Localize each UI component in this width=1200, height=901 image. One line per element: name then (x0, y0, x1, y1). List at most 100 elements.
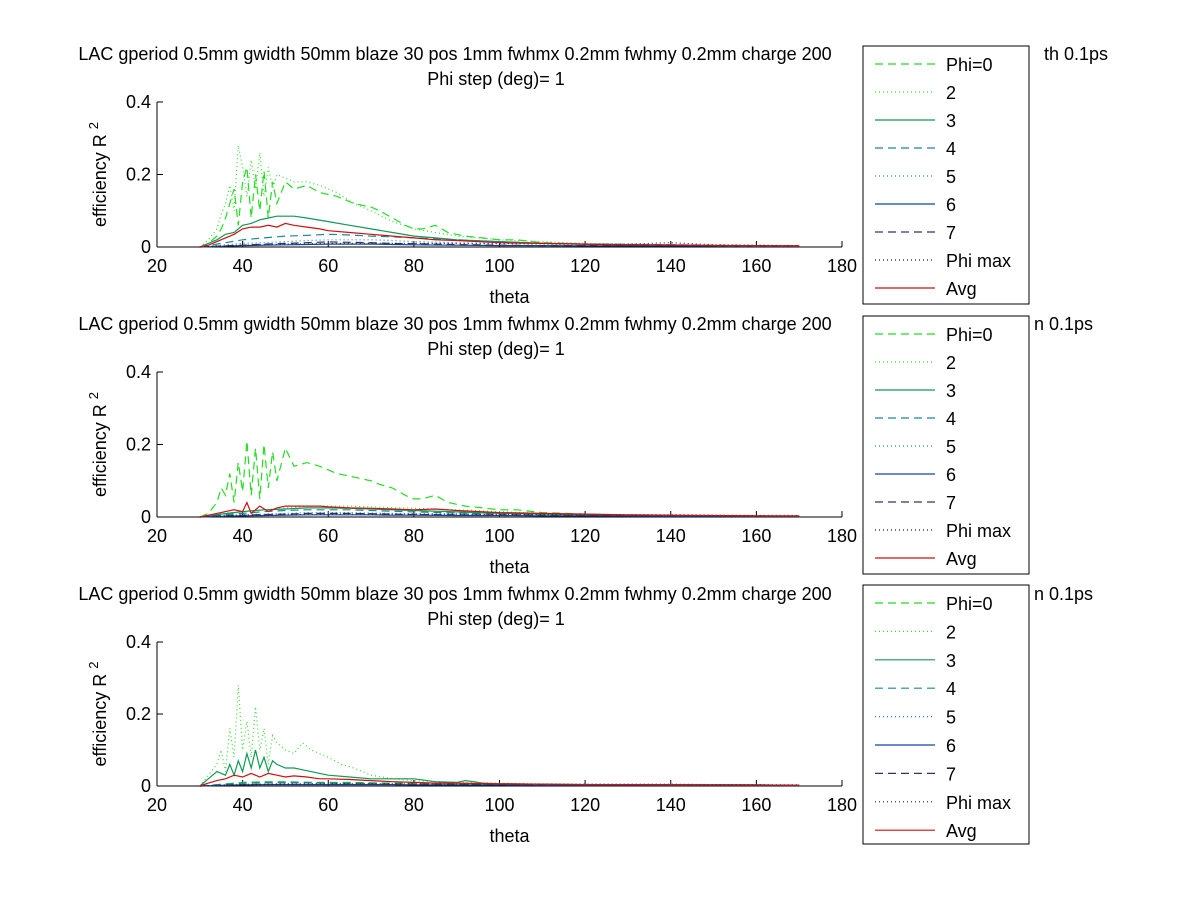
legend-label: 6 (946, 465, 956, 485)
chart-title: LAC gperiod 0.5mm gwidth 50mm blaze 30 p… (78, 44, 831, 64)
x-tick-label: 160 (741, 256, 771, 276)
chart-title: LAC gperiod 0.5mm gwidth 50mm blaze 30 p… (78, 314, 831, 334)
series-line-phi0 (199, 167, 800, 248)
legend-label: Phi=0 (946, 325, 993, 345)
y-axis-label-superscript: 2 (86, 662, 101, 669)
legend-label: 5 (946, 708, 956, 728)
y-tick-label: 0.2 (126, 435, 151, 455)
series-line-avg (199, 500, 800, 518)
legend: Phi=0 2 3 4 5 6 7 Phi max Avg (862, 315, 1030, 575)
y-axis-label-text: efficiency R (90, 129, 110, 227)
x-tick-label: 80 (404, 795, 424, 815)
legend-label: Avg (946, 279, 977, 299)
y-tick-label: 0.4 (126, 92, 151, 112)
y-axis-label-superscript: 2 (86, 122, 101, 129)
x-tick-label: 120 (570, 795, 600, 815)
chart-subtitle: Phi step (deg)= 1 (427, 339, 565, 359)
x-tick-label: 160 (741, 795, 771, 815)
x-tick-label: 40 (233, 795, 253, 815)
legend-box (862, 315, 1030, 575)
legend-label: Phi=0 (946, 594, 993, 614)
legend-box (862, 45, 1030, 305)
x-tick-label: 100 (484, 526, 514, 546)
y-axis-label-text: efficiency R (90, 669, 110, 767)
subplot-1: LAC gperiod 0.5mm gwidth 50mm blaze 30 p… (78, 44, 1108, 307)
legend-label: 7 (946, 764, 956, 784)
series-line-phi2 (199, 685, 800, 787)
y-tick-label: 0 (141, 776, 151, 796)
legend-label: 7 (946, 223, 956, 243)
x-tick-label: 100 (484, 256, 514, 276)
x-tick-label: 20 (147, 526, 167, 546)
series-line-phi0 (199, 440, 800, 518)
subplot-3: LAC gperiod 0.5mm gwidth 50mm blaze 30 p… (78, 584, 1093, 846)
legend-box (862, 584, 1030, 845)
y-axis-label: efficiency R 2 (86, 122, 110, 227)
legend-label: 2 (946, 83, 956, 103)
x-tick-label: 20 (147, 256, 167, 276)
x-tick-label: 140 (656, 526, 686, 546)
chart-subtitle: Phi step (deg)= 1 (427, 69, 565, 89)
chart-title-tail: n 0.1ps (1034, 314, 1093, 334)
x-tick-label: 120 (570, 526, 600, 546)
y-tick-label: 0 (141, 507, 151, 527)
chart-title-tail: n 0.1ps (1034, 584, 1093, 604)
legend-label: Phi max (946, 251, 1011, 271)
legend-label: 5 (946, 167, 956, 187)
legend-label: 6 (946, 195, 956, 215)
y-tick-label: 0.4 (126, 362, 151, 382)
x-tick-label: 180 (827, 256, 857, 276)
chart-subtitle: Phi step (deg)= 1 (427, 609, 565, 629)
x-axis-label: theta (489, 826, 530, 846)
series-line-avg (199, 222, 800, 248)
series-line-phi5 (199, 511, 800, 518)
legend-label: 4 (946, 409, 956, 429)
legend-label: 5 (946, 437, 956, 457)
y-axis-label-text: efficiency R (90, 399, 110, 497)
legend-label: 3 (946, 651, 956, 671)
x-tick-label: 160 (741, 526, 771, 546)
series-line-phi7 (199, 241, 800, 248)
x-tick-label: 180 (827, 526, 857, 546)
y-tick-label: 0.2 (126, 165, 151, 185)
x-tick-label: 60 (318, 256, 338, 276)
series-line-phi7 (199, 512, 800, 518)
x-tick-label: 100 (484, 795, 514, 815)
x-tick-label: 20 (147, 795, 167, 815)
series-line-phi4 (199, 509, 800, 518)
x-tick-label: 140 (656, 256, 686, 276)
legend-label: Avg (946, 549, 977, 569)
legend-label: Phi max (946, 521, 1011, 541)
series-line-phi5 (199, 239, 800, 248)
x-tick-label: 80 (404, 256, 424, 276)
legend-label: Phi=0 (946, 55, 993, 75)
y-axis-label: efficiency R 2 (86, 662, 110, 767)
y-axis-label-superscript: 2 (86, 392, 101, 399)
series-group (199, 685, 800, 787)
chart-title-tail: th 0.1ps (1044, 44, 1108, 64)
x-tick-label: 80 (404, 526, 424, 546)
series-line-phi4 (199, 233, 800, 248)
legend-label: Avg (946, 821, 977, 841)
y-tick-label: 0 (141, 237, 151, 257)
series-group (199, 440, 800, 518)
series-line-phi5 (199, 782, 800, 787)
series-line-phi7 (199, 783, 800, 787)
x-tick-label: 40 (233, 256, 253, 276)
legend-label: 4 (946, 139, 956, 159)
series-line-avg (199, 772, 800, 787)
legend-label: 6 (946, 736, 956, 756)
legend-label: 7 (946, 493, 956, 513)
chart-title: LAC gperiod 0.5mm gwidth 50mm blaze 30 p… (78, 584, 831, 604)
x-tick-label: 140 (656, 795, 686, 815)
series-line-phi4 (199, 781, 800, 787)
x-tick-label: 180 (827, 795, 857, 815)
x-axis-label: theta (489, 557, 530, 577)
x-tick-label: 120 (570, 256, 600, 276)
legend-label: 2 (946, 353, 956, 373)
legend-label: Phi max (946, 793, 1011, 813)
subplot-2: LAC gperiod 0.5mm gwidth 50mm blaze 30 p… (78, 314, 1093, 577)
x-tick-label: 60 (318, 526, 338, 546)
x-tick-label: 60 (318, 795, 338, 815)
